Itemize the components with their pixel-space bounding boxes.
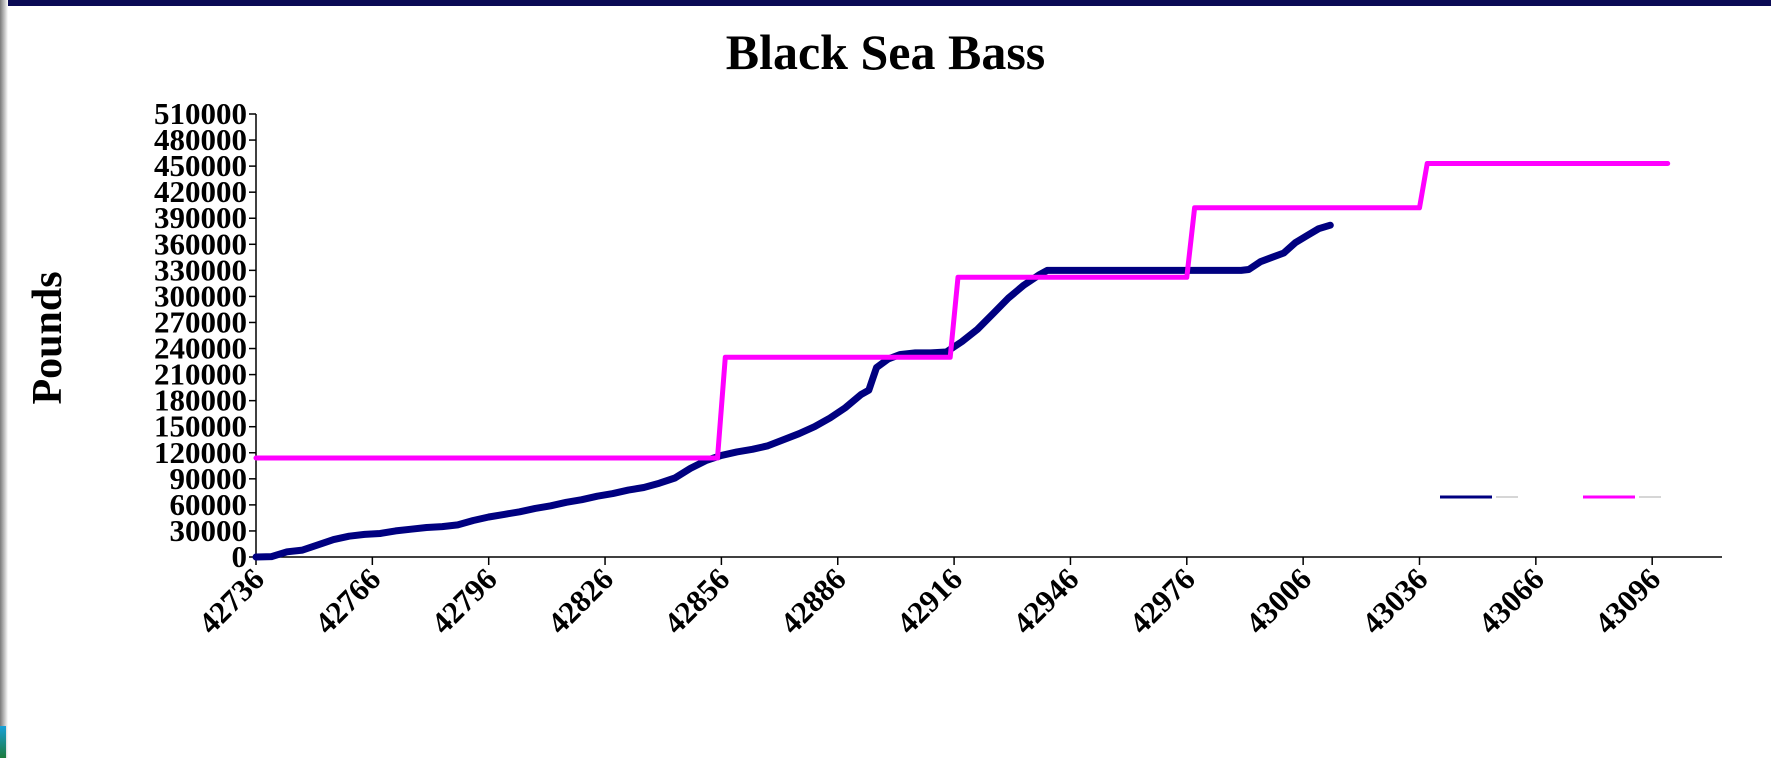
window-left-edge <box>0 0 8 758</box>
series-line-1 <box>252 221 1334 561</box>
series-layer <box>252 161 1671 561</box>
y-tick-label: 510000 <box>154 96 247 131</box>
corner-mark <box>0 726 6 758</box>
x-tick-label: 43036 <box>1355 561 1435 641</box>
x-tick-label: 42796 <box>424 561 504 641</box>
y-tick-label: 270000 <box>154 304 247 339</box>
y-tick-label: 60000 <box>170 487 248 522</box>
x-tick-label: 42916 <box>889 561 969 641</box>
y-tick-label: 480000 <box>154 122 247 157</box>
y-tick-label: 0 <box>232 539 248 574</box>
window-top-bar <box>0 0 1771 6</box>
y-tick-label: 450000 <box>154 148 247 183</box>
x-tick-label: 43096 <box>1588 561 1668 641</box>
y-tick-label: 120000 <box>154 435 247 470</box>
y-tick-label: 300000 <box>154 278 247 313</box>
x-tick-label: 42766 <box>308 561 388 641</box>
y-tick-label: 30000 <box>170 513 248 548</box>
chart-axes <box>255 114 1722 558</box>
x-tick-label: 43006 <box>1239 561 1319 641</box>
y-tick-label: 90000 <box>170 461 248 496</box>
y-tick-label: 420000 <box>154 174 247 209</box>
x-tick-label: 42946 <box>1006 561 1086 641</box>
x-axis-ticks: 42736 42766 42796 42826 42856 42886 42916 42946… <box>191 557 1667 641</box>
x-tick-label: 42886 <box>773 561 853 641</box>
x-tick-label: 42976 <box>1122 561 1202 641</box>
x-tick-label: 42856 <box>657 561 737 641</box>
y-axis-ticks: 0300006000090000120000150000180000210000… <box>154 96 256 574</box>
y-tick-label: 180000 <box>154 383 247 418</box>
y-tick-label: 240000 <box>154 331 247 366</box>
chart-title: Black Sea Bass <box>725 24 1046 80</box>
y-tick-label: 210000 <box>154 357 247 392</box>
y-tick-label: 390000 <box>154 200 247 235</box>
series-line-2 <box>253 161 1671 461</box>
x-tick-label: 43066 <box>1471 561 1551 641</box>
x-tick-label: 42826 <box>540 561 620 641</box>
y-tick-label: 150000 <box>154 409 247 444</box>
y-tick-label: 330000 <box>154 252 247 287</box>
y-tick-label: 360000 <box>154 226 247 261</box>
